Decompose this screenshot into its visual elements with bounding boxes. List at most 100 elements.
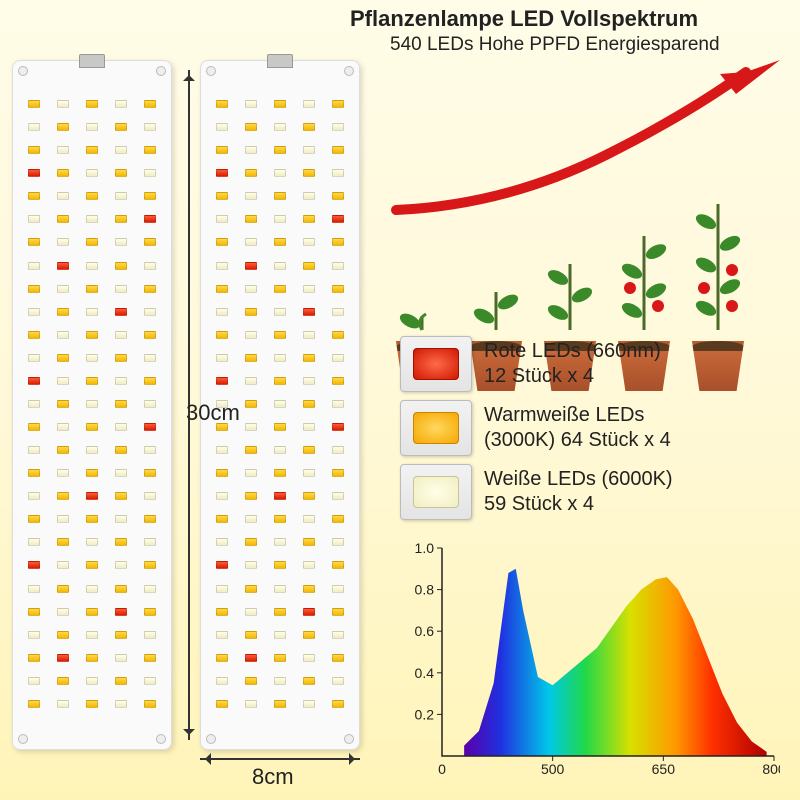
led-chip <box>216 123 228 131</box>
led-chip <box>245 331 257 339</box>
led-chip <box>274 585 286 593</box>
led-chip <box>332 423 344 431</box>
led-chip-icon <box>400 464 472 520</box>
led-chip <box>115 423 127 431</box>
led-chip <box>28 538 40 546</box>
led-chip <box>57 700 69 708</box>
led-chip <box>28 700 40 708</box>
led-chip <box>144 377 156 385</box>
led-chip <box>332 100 344 108</box>
led-panel-1 <box>12 60 172 750</box>
led-chip <box>144 469 156 477</box>
led-chip <box>216 100 228 108</box>
led-chip <box>57 331 69 339</box>
mount-hole <box>206 66 216 76</box>
led-chip <box>115 400 127 408</box>
led-chip <box>57 515 69 523</box>
pot-icon <box>687 341 749 391</box>
led-chip <box>303 123 315 131</box>
led-chip <box>115 538 127 546</box>
led-chip <box>216 538 228 546</box>
led-chip <box>303 377 315 385</box>
led-chip <box>28 561 40 569</box>
led-chip <box>216 169 228 177</box>
led-type-label: Weiße LEDs (6000K)59 Stück x 4 <box>484 467 673 517</box>
mount-hole <box>344 66 354 76</box>
led-chip <box>245 631 257 639</box>
led-chip <box>144 400 156 408</box>
led-chip <box>332 285 344 293</box>
led-chip <box>332 492 344 500</box>
led-chip <box>274 538 286 546</box>
led-chip <box>115 354 127 362</box>
led-chip <box>216 677 228 685</box>
led-chip <box>216 492 228 500</box>
led-chip <box>144 515 156 523</box>
led-chip <box>28 285 40 293</box>
led-chip <box>216 446 228 454</box>
led-chip <box>86 192 98 200</box>
led-chip <box>245 538 257 546</box>
led-chip <box>86 400 98 408</box>
led-chip <box>303 169 315 177</box>
led-chip <box>86 631 98 639</box>
led-chip <box>144 446 156 454</box>
led-chip <box>57 354 69 362</box>
led-chip <box>332 400 344 408</box>
led-chip <box>274 169 286 177</box>
led-chip <box>245 100 257 108</box>
led-chip <box>115 561 127 569</box>
led-chip <box>144 123 156 131</box>
led-chip <box>274 515 286 523</box>
led-chip <box>245 123 257 131</box>
led-chip <box>245 677 257 685</box>
led-chip <box>274 331 286 339</box>
led-chip <box>144 631 156 639</box>
led-chip <box>274 492 286 500</box>
led-chip <box>332 331 344 339</box>
dimension-width-label: 8cm <box>252 764 294 790</box>
led-chip <box>86 377 98 385</box>
led-chip-icon <box>400 336 472 392</box>
svg-text:0.6: 0.6 <box>415 623 435 639</box>
led-chip <box>216 515 228 523</box>
led-chip <box>332 123 344 131</box>
led-chip <box>57 146 69 154</box>
led-chip <box>245 192 257 200</box>
led-chip <box>115 215 127 223</box>
led-type-row: Rote LEDs (660nm)12 Stück x 4 <box>400 336 673 392</box>
led-chip <box>28 515 40 523</box>
led-chip <box>86 677 98 685</box>
led-chip <box>245 377 257 385</box>
led-chip <box>216 146 228 154</box>
led-type-label: Warmweiße LEDs(3000K) 64 Stück x 4 <box>484 403 671 453</box>
led-type-label: Rote LEDs (660nm)12 Stück x 4 <box>484 339 661 389</box>
led-chip <box>274 192 286 200</box>
led-chip <box>57 561 69 569</box>
led-chip <box>245 585 257 593</box>
led-chip <box>216 192 228 200</box>
led-chip <box>274 561 286 569</box>
led-chip <box>57 538 69 546</box>
led-chip <box>28 377 40 385</box>
page-subtitle: 540 LEDs Hohe PPFD Energiesparend <box>390 34 720 56</box>
mount-hole <box>156 66 166 76</box>
led-chip <box>28 423 40 431</box>
led-chip <box>216 469 228 477</box>
led-chip <box>144 262 156 270</box>
led-chip <box>57 308 69 316</box>
led-chip <box>144 215 156 223</box>
growth-arrow-icon <box>386 60 786 220</box>
led-chip <box>144 331 156 339</box>
led-chip <box>274 654 286 662</box>
spectrum-chart: 0.20.40.60.81.00500650800 <box>400 542 780 782</box>
led-chip <box>303 561 315 569</box>
mount-hole <box>344 734 354 744</box>
led-chip <box>216 608 228 616</box>
led-chip <box>303 538 315 546</box>
svg-text:0: 0 <box>438 761 446 777</box>
led-chip <box>57 169 69 177</box>
svg-text:0.4: 0.4 <box>415 665 435 681</box>
led-chip <box>332 238 344 246</box>
led-chip <box>57 585 69 593</box>
